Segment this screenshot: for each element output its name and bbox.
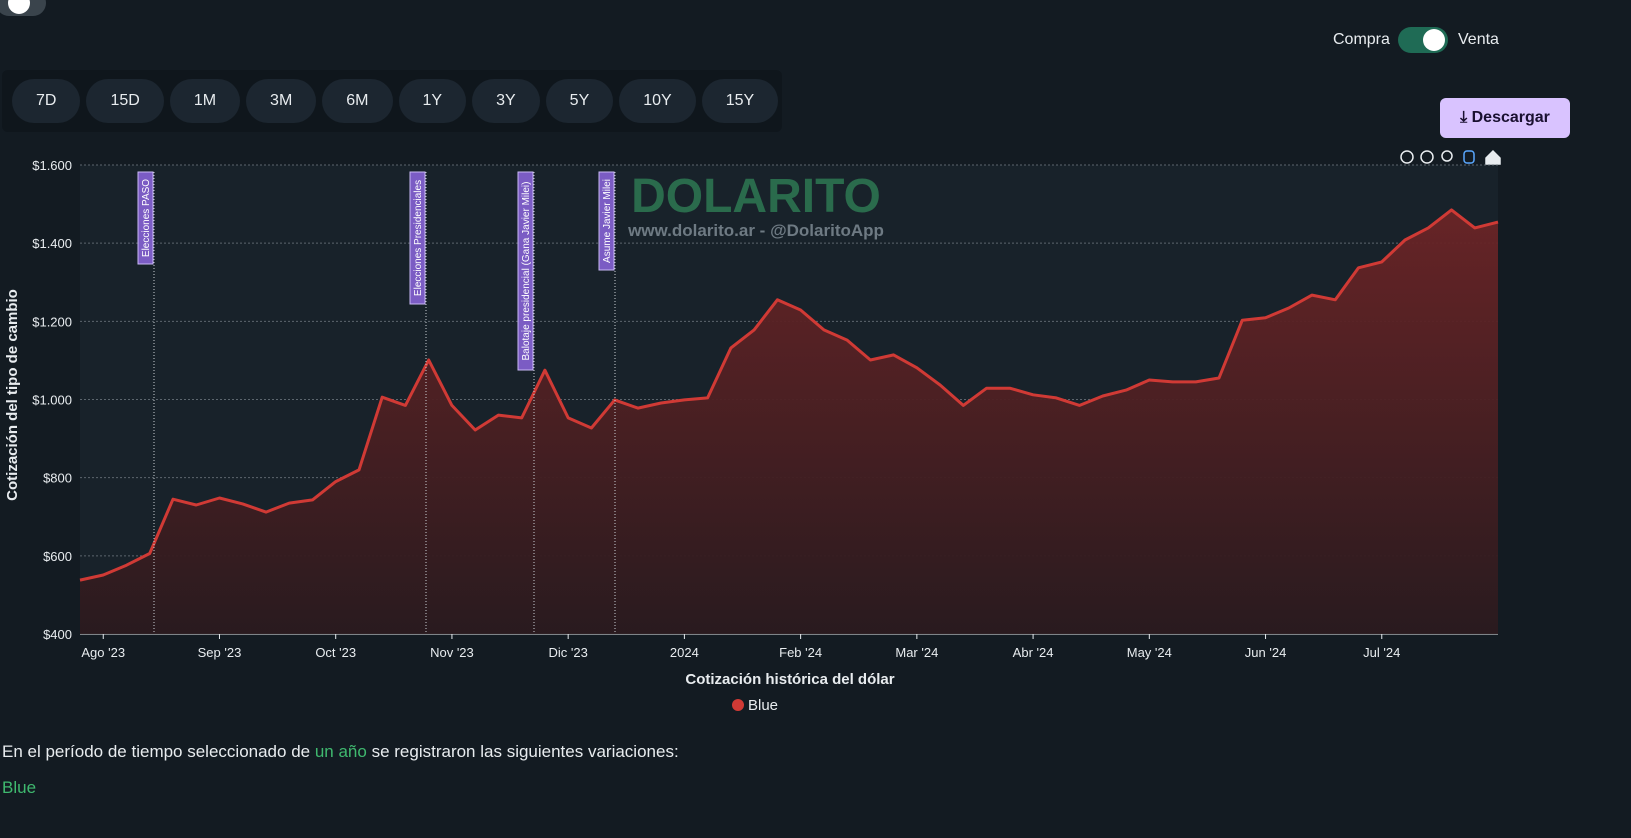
period-button[interactable]: 1Y [398, 79, 467, 123]
y-tick-label: $800 [43, 471, 72, 486]
annotation-label: Elecciones PASO [141, 179, 152, 257]
x-tick-label: Nov '23 [430, 645, 474, 660]
pan[interactable] [1463, 150, 1475, 164]
venta-label: Venta [1458, 31, 1499, 48]
y-tick-label: $1.200 [32, 314, 72, 329]
chart: $400 $600 $800 $1.000 $1.200 $1.400 $1.600 Ago … [4, 149, 1501, 714]
y-tick-label: $1.000 [32, 393, 72, 408]
annotation-label: Balotaje presidencial (Gana Javier Milei… [521, 182, 532, 361]
toolbar [1400, 149, 1501, 165]
annotation-label: Asume Javier Milei [602, 179, 613, 263]
x-tick-label: Sep '23 [198, 645, 242, 660]
x-tick-label: Oct '23 [315, 645, 356, 660]
period-button[interactable]: 10Y [619, 79, 696, 123]
watermark-sub: www.dolarito.ar - @DolaritoApp [627, 221, 884, 240]
area-fill [80, 209, 1498, 634]
annotation-box [409, 171, 426, 305]
x-tick-label: Feb '24 [779, 645, 822, 660]
download-icon: ⤓ [1460, 109, 1472, 126]
period-button[interactable]: 15Y [701, 79, 779, 123]
period-button[interactable]: 7D [12, 79, 81, 123]
summary-period: un año [314, 742, 367, 761]
legend-marker [732, 699, 744, 711]
annotation-box [517, 171, 534, 371]
period-button[interactable]: 5Y [545, 79, 614, 123]
zoom-in[interactable] [1400, 150, 1414, 164]
compra-venta-toggle[interactable] [1398, 27, 1448, 53]
annotation-box [137, 171, 154, 265]
x-tick-label: Ago '23 [81, 645, 125, 660]
y-axis-title: Cotización del tipo de cambio [4, 289, 21, 501]
y-tick-label: $1.400 [32, 236, 72, 251]
x-tick-label: May '24 [1127, 645, 1172, 660]
line [79, 208, 1499, 582]
period-selector: 7D 15D 1M 3M 6M 1Y 3Y 5Y 10Y 15Y [2, 70, 782, 132]
period-button[interactable]: 1M [169, 79, 241, 123]
x-tick-label: Mar '24 [895, 645, 938, 660]
period-button[interactable]: 15D [86, 79, 164, 123]
download-button[interactable]: ⤓ Descargar [1440, 98, 1570, 138]
download-label: Descargar [1471, 109, 1550, 126]
annotation-box [598, 171, 615, 271]
compra-label: Compra [1333, 31, 1390, 48]
x-tick-label: 2024 [670, 645, 699, 660]
series-heading: Blue [2, 778, 37, 797]
x-tick-label: Abr '24 [1013, 645, 1054, 660]
reset[interactable] [1485, 149, 1501, 165]
top-toggle[interactable] [0, 0, 46, 16]
period-button[interactable]: 3Y [472, 79, 540, 123]
y-tick-label: $400 [43, 627, 72, 642]
zoom-out[interactable] [1420, 150, 1434, 164]
watermark: DOLARITO [631, 170, 881, 223]
period-button[interactable]: 3M [246, 79, 317, 123]
period-button[interactable]: 6M [322, 79, 393, 123]
y-tick-label: $1.600 [32, 158, 72, 173]
annotation-label: Elecciones Presidenciales [413, 180, 424, 296]
zoom[interactable] [1441, 150, 1453, 162]
x-tick-label: Dic '23 [548, 645, 587, 660]
x-tick-label: Jul '24 [1363, 645, 1400, 660]
summary: En el período de tiempo seleccionado de … [2, 742, 679, 762]
y-tick-label: $600 [43, 549, 72, 564]
legend-label: Blue [748, 697, 778, 714]
x-axis-title: Cotización histórica del dólar [685, 671, 894, 688]
x-tick-label: Jun '24 [1245, 645, 1287, 660]
summary-before: En el período de tiempo seleccionado de [2, 742, 311, 761]
summary-after: se registraron las siguientes variacione… [371, 742, 679, 761]
